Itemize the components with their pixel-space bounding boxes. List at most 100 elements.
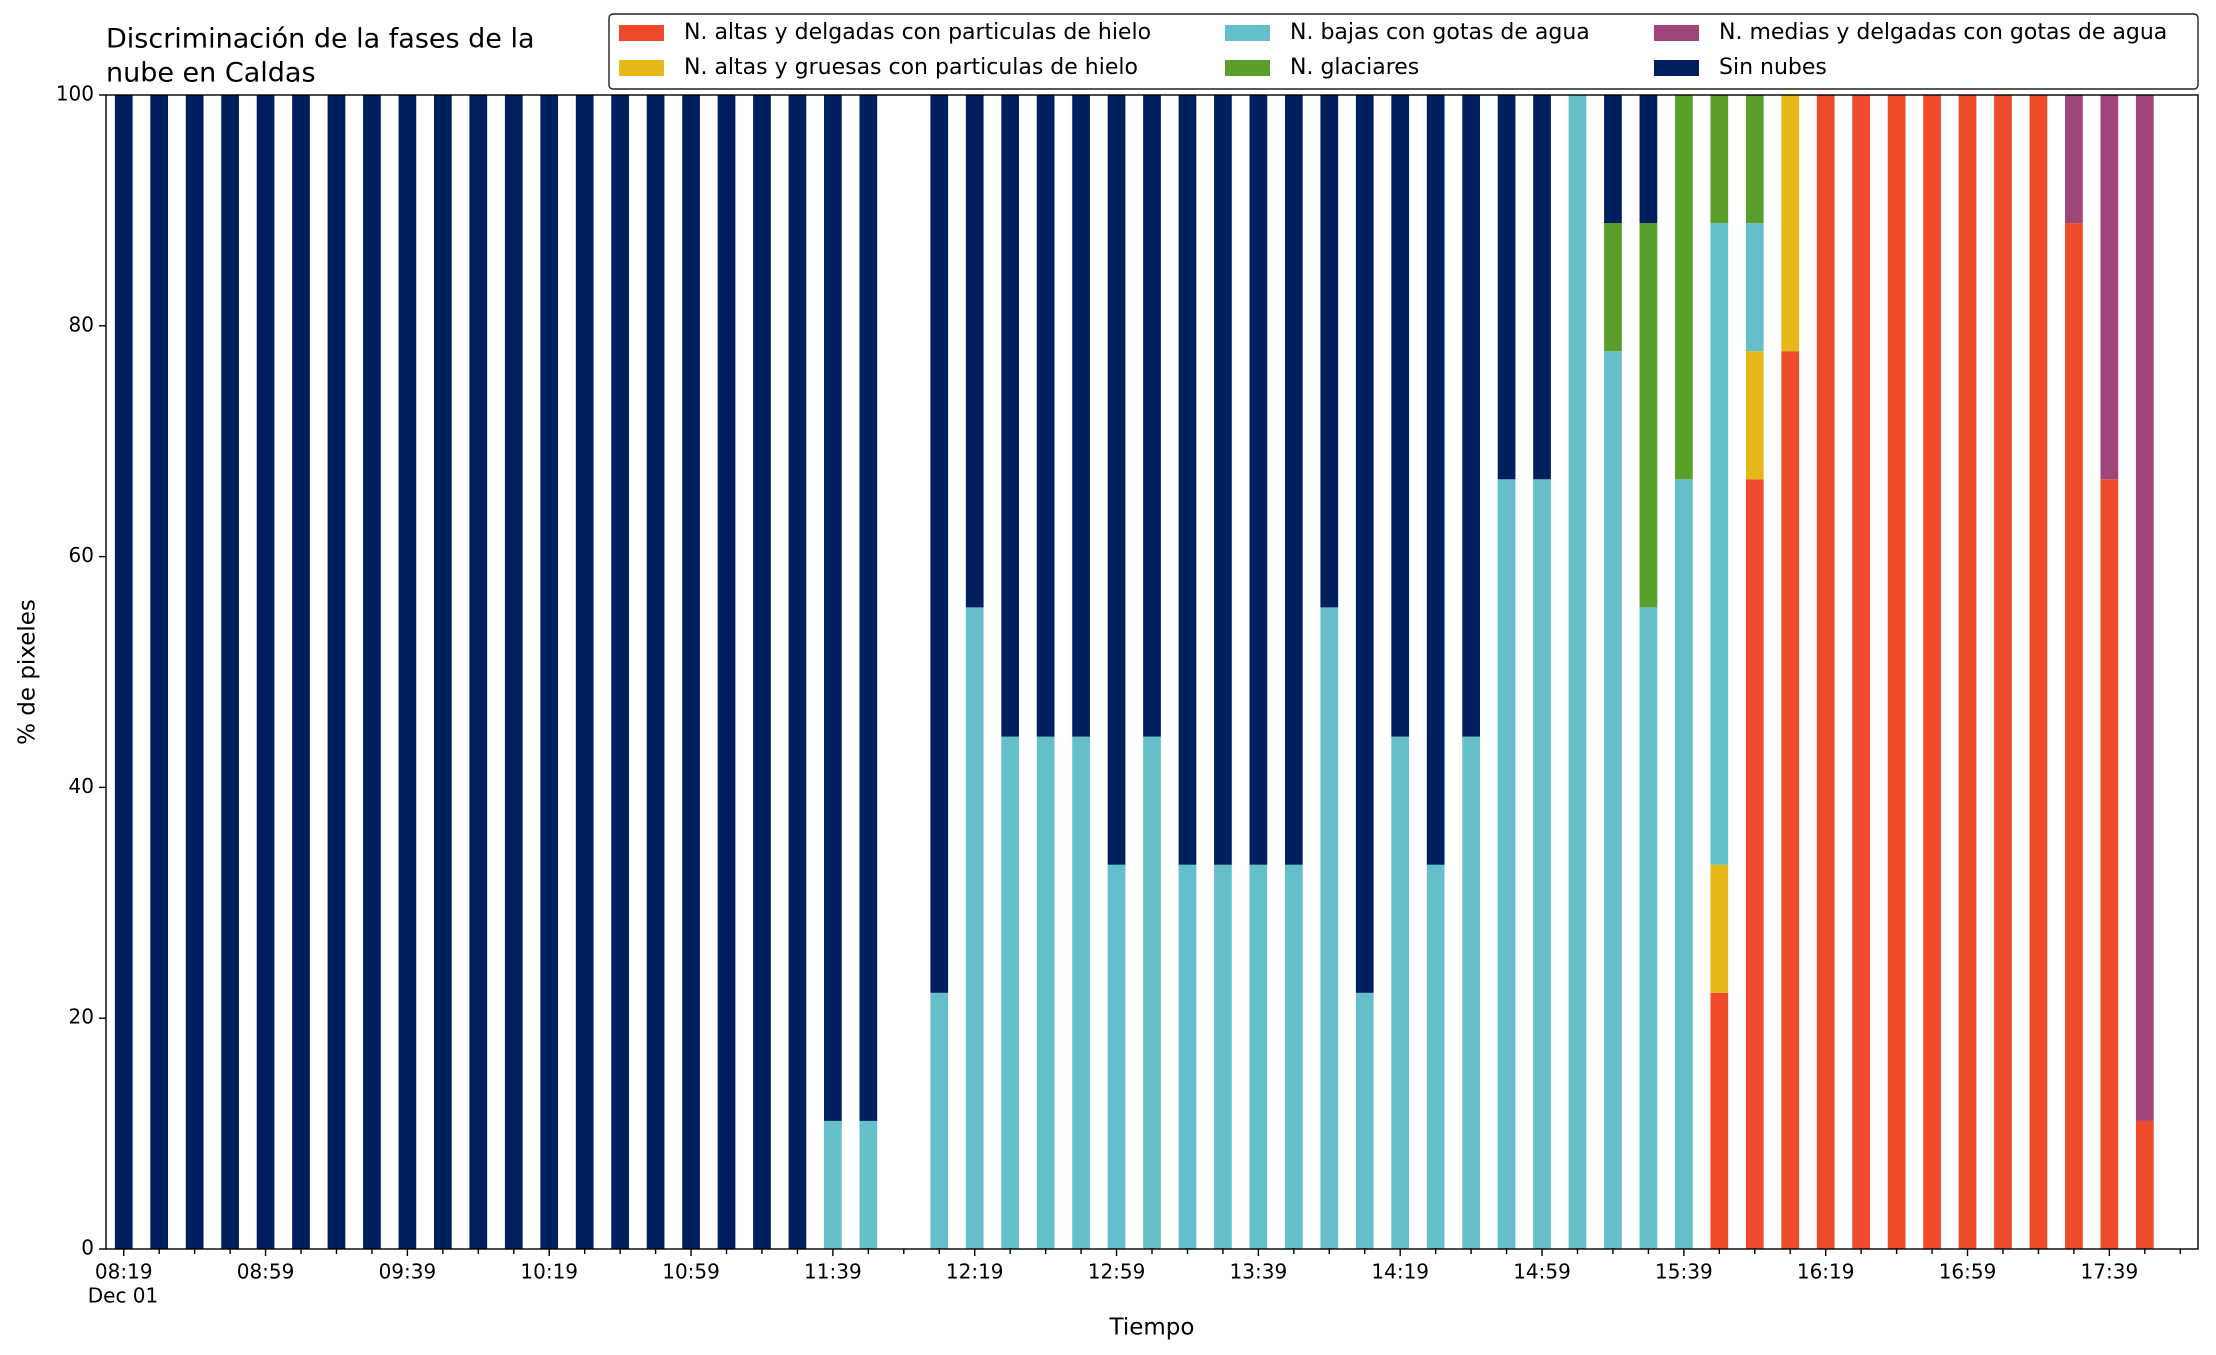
x-tick-label: 09:39	[379, 1260, 437, 1284]
legend-box	[608, 13, 2199, 90]
chart-title: nube en Caldas	[106, 58, 316, 89]
legend-swatch	[1654, 25, 1699, 41]
x-tick-label: 14:59	[1513, 1260, 1571, 1284]
bar-segment	[1036, 95, 1055, 737]
bar-segment	[1143, 95, 1161, 737]
bar-segment	[2100, 95, 2119, 480]
legend-swatch	[619, 25, 664, 41]
x-tick-label: 12:19	[946, 1260, 1004, 1284]
date-label: Dec 01	[88, 1284, 159, 1308]
bar-segment	[965, 607, 984, 1249]
bar-segment	[1284, 95, 1303, 865]
y-tick-label: 40	[69, 774, 94, 798]
bar-segment	[930, 992, 949, 1249]
bar-segment	[1745, 479, 1764, 1250]
bar-segment	[1214, 864, 1232, 1249]
bar-segment	[469, 95, 488, 1249]
bar-segment	[1497, 479, 1516, 1250]
bar-segment	[682, 95, 700, 1249]
bar-segment	[221, 95, 239, 1249]
bar-segment	[1958, 95, 1977, 1249]
bar-segment	[1107, 95, 1126, 865]
bar-segment	[1639, 223, 1658, 608]
bar-segment	[1710, 223, 1729, 865]
bar-segment	[1604, 95, 1622, 224]
legend-label: N. medias y delgadas con gotas de agua	[1719, 20, 2167, 45]
bar-segment	[1816, 95, 1835, 1249]
bar-segment	[824, 95, 842, 1121]
bar-segment	[1355, 992, 1374, 1249]
bar-segment	[2065, 95, 2083, 224]
bar-segment	[965, 95, 984, 608]
bar-segment	[2135, 95, 2154, 1121]
bar-segment	[1107, 864, 1126, 1249]
bar-segment	[1320, 95, 1339, 608]
bar-segment	[150, 95, 169, 1249]
legend-swatch	[619, 60, 664, 76]
bar-segment	[1462, 95, 1480, 737]
bar-segment	[1426, 95, 1445, 865]
bar-segment	[788, 95, 807, 1249]
bar-segment	[1675, 95, 1693, 480]
bar-segment	[646, 95, 665, 1249]
x-tick-label: 15:39	[1655, 1260, 1713, 1284]
bar-segment	[1143, 736, 1161, 1249]
bar-segment	[717, 95, 736, 1249]
bar-segment	[1001, 95, 1020, 737]
bar-segment	[256, 95, 275, 1249]
bar-segment	[1710, 864, 1729, 993]
bar-segment	[753, 95, 771, 1249]
x-tick-label: 08:59	[237, 1260, 295, 1284]
bar-segment	[1781, 95, 1800, 352]
bar-segment	[1497, 95, 1516, 480]
bar-segment	[930, 95, 949, 993]
legend-label: Sin nubes	[1719, 55, 1827, 80]
y-tick-label: 20	[69, 1005, 94, 1029]
y-tick-label: 100	[56, 82, 94, 106]
legend-label: N. altas y delgadas con particulas de hi…	[684, 20, 1151, 45]
bar-segment	[1533, 479, 1551, 1250]
x-tick-label: 16:19	[1797, 1260, 1855, 1284]
legend-label: N. glaciares	[1290, 55, 1419, 80]
y-tick-label: 0	[81, 1236, 94, 1260]
x-tick-label: 17:39	[2081, 1260, 2139, 1284]
bar-segment	[1249, 864, 1268, 1249]
bar-segment	[1852, 95, 1871, 1249]
x-tick-label: 16:59	[1939, 1260, 1997, 1284]
bar-segment	[1072, 95, 1090, 737]
bar-segment	[1923, 95, 1941, 1249]
bar-segment	[363, 95, 381, 1249]
bar-segment	[1178, 864, 1197, 1249]
bar-segment	[1639, 607, 1658, 1249]
chart-title: Discriminación de la fases de la	[106, 24, 535, 55]
bar-segment	[1214, 95, 1232, 865]
bar-segment	[433, 95, 452, 1249]
bar-segment	[2135, 1120, 2154, 1249]
bar-segment	[611, 95, 629, 1249]
legend-label: N. bajas con gotas de agua	[1290, 20, 1590, 45]
bar-segment	[859, 1120, 878, 1249]
x-tick-label: 08:19	[95, 1260, 153, 1284]
bar-segment	[540, 95, 559, 1249]
bar-segment	[2065, 223, 2083, 1249]
legend-swatch	[1654, 60, 1699, 76]
bar-segment	[327, 95, 346, 1249]
bar-segment	[1604, 223, 1622, 352]
bar-segment	[859, 95, 878, 1121]
bar-segment	[398, 95, 417, 1249]
bar-segment	[1391, 736, 1410, 1249]
bar-segment	[1675, 479, 1693, 1250]
x-tick-label: 10:19	[520, 1260, 578, 1284]
y-axis-label: % de pixeles	[15, 599, 41, 745]
bar-segment	[1072, 736, 1090, 1249]
bar-segment	[1745, 223, 1764, 352]
bar-segment	[1533, 95, 1551, 480]
bar-segment	[1320, 607, 1339, 1249]
bar-segment	[1568, 95, 1587, 1249]
legend-swatch	[1225, 25, 1270, 41]
bar-segment	[1604, 351, 1622, 1249]
x-axis-label: Tiempo	[1109, 1315, 1195, 1341]
bar-segment	[114, 95, 133, 1249]
